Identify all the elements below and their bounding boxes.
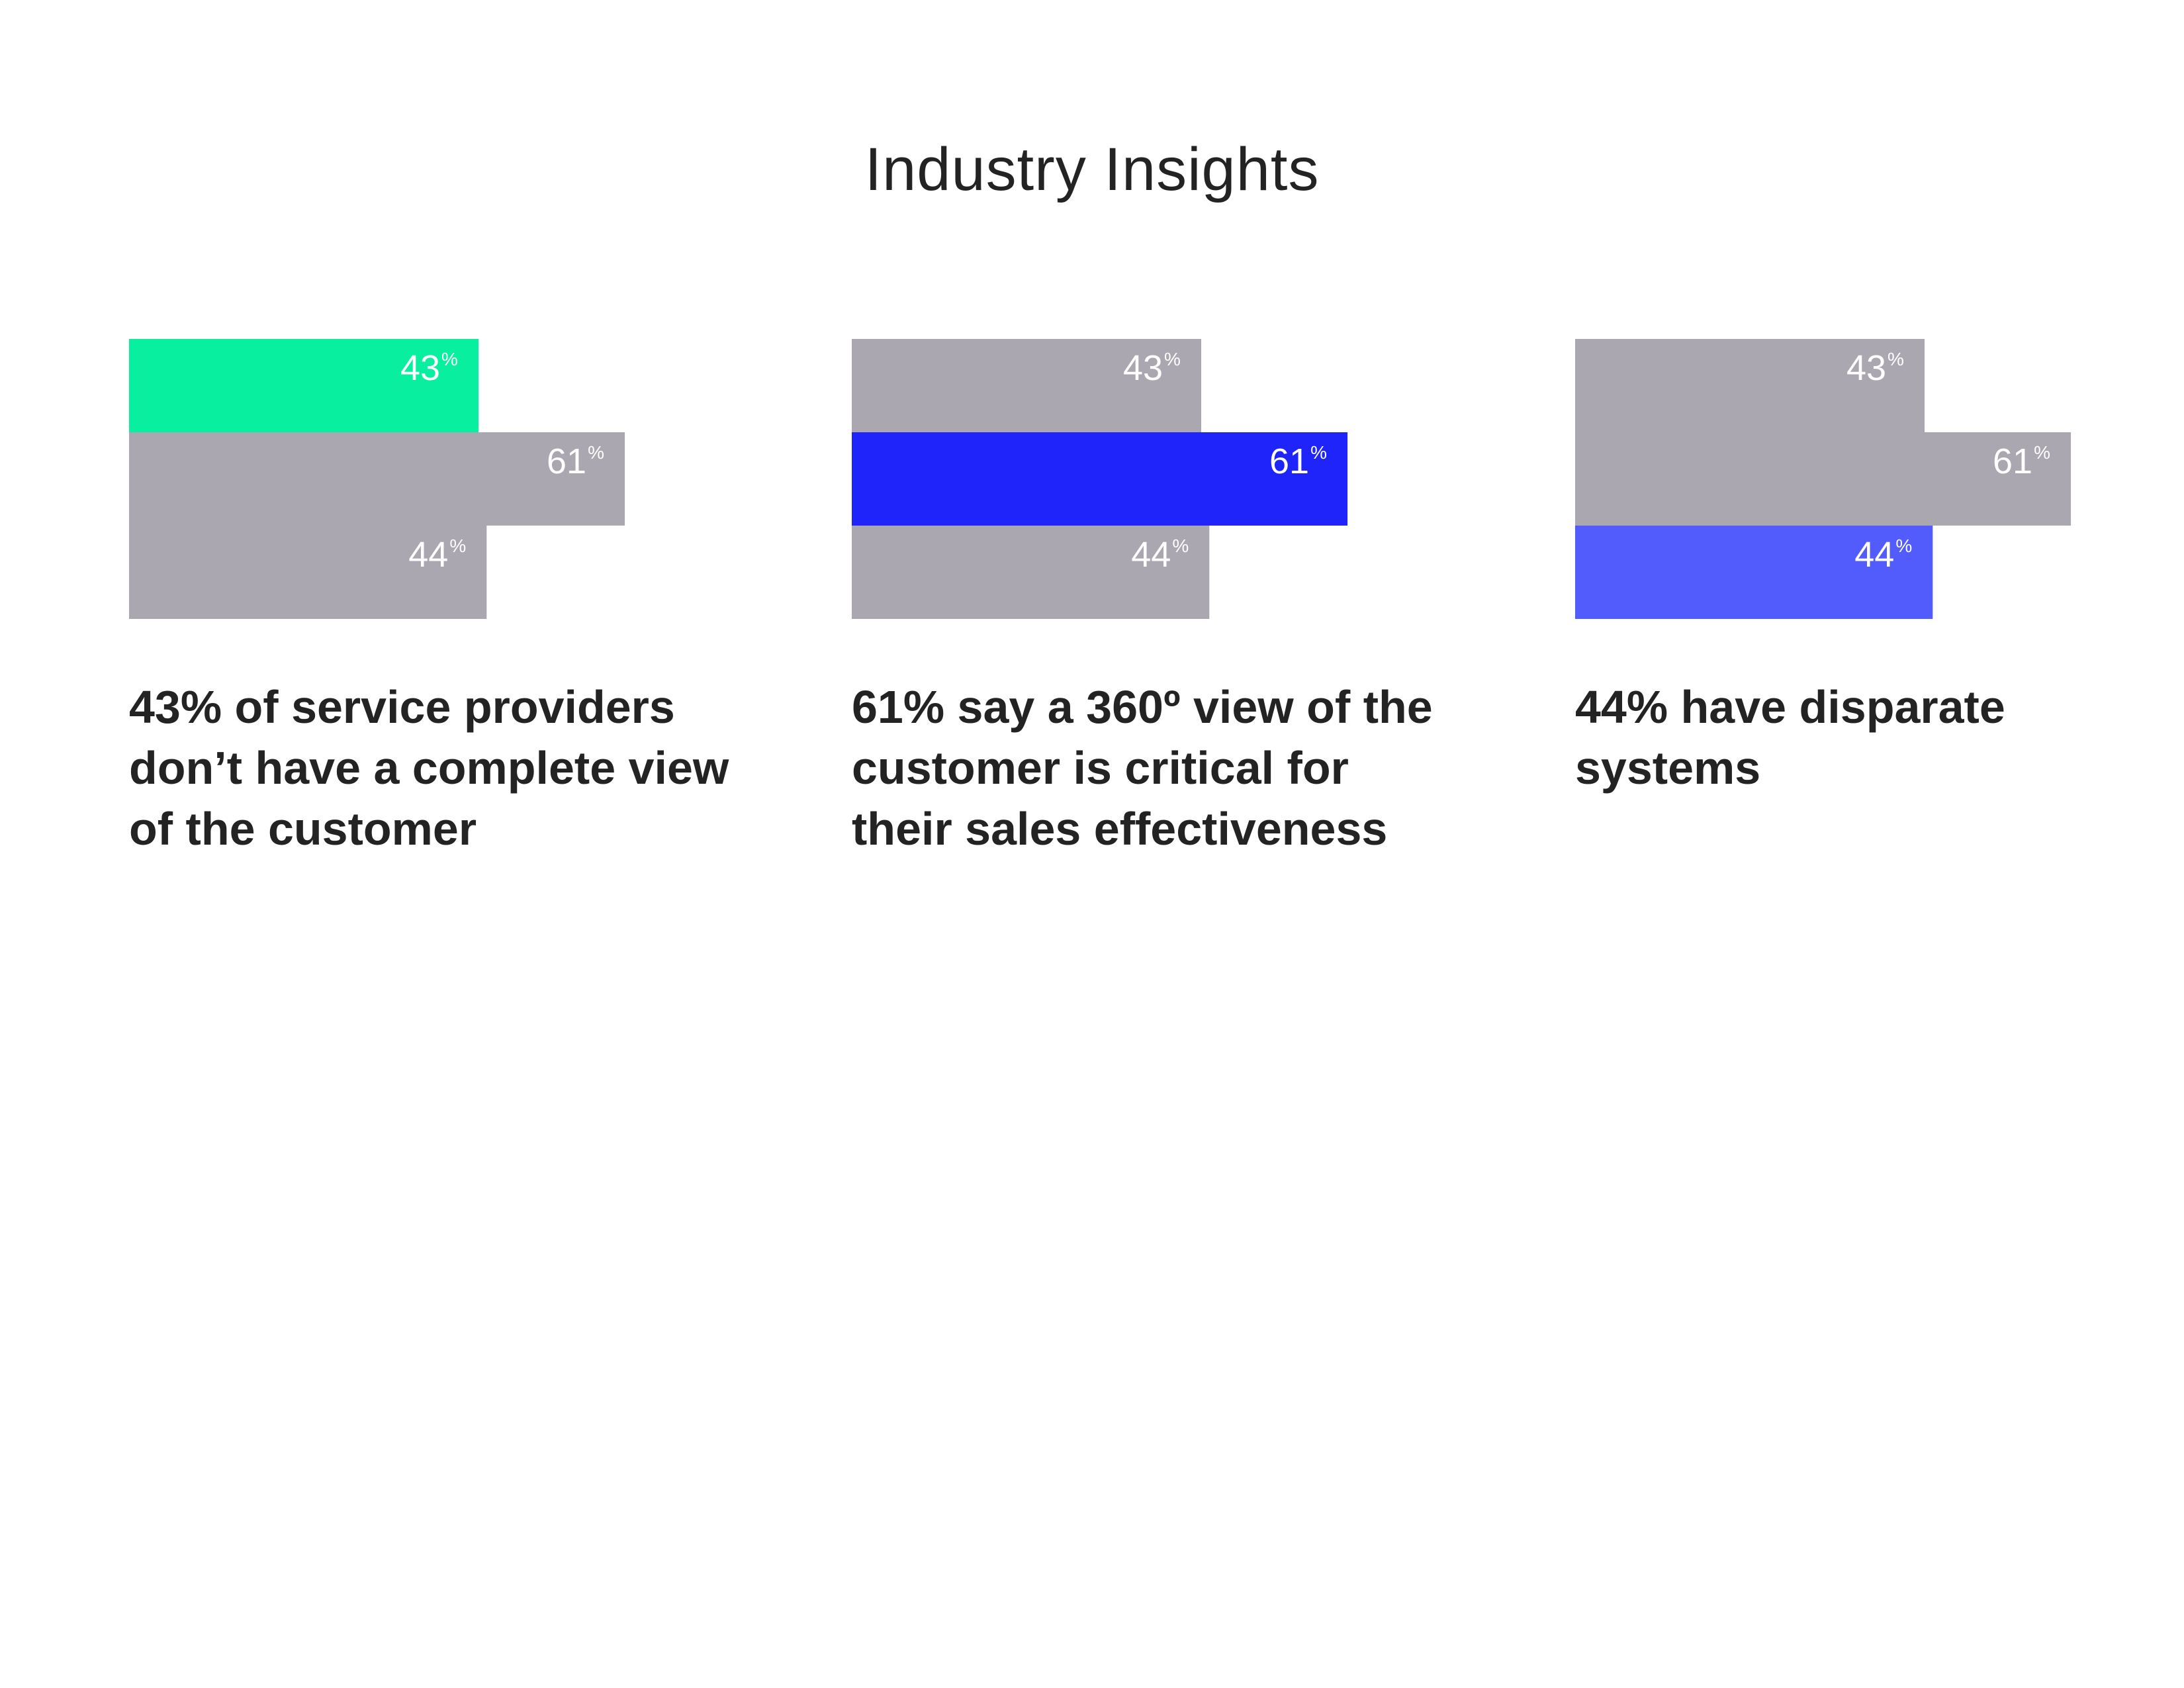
- insight-caption-3: 44% have disparate systems: [1575, 681, 2005, 794]
- bar-2: [852, 432, 1348, 526]
- bar-value-label-3: 44: [1854, 535, 1894, 575]
- bar-unit-label-3: %: [449, 536, 466, 556]
- bar-unit-label-3: %: [1172, 536, 1189, 556]
- insight-panel-3: 43% 61% 44% 44% have disparate systems: [1575, 339, 2184, 794]
- bar-value-label-3: 44: [408, 535, 448, 575]
- bar-value-label-1: 43: [1846, 348, 1886, 388]
- bar-value-label-1: 43: [400, 348, 440, 388]
- bar-2: [1575, 432, 2071, 526]
- bar-value-label-2: 61: [547, 442, 586, 481]
- bar-unit-label-2: %: [588, 442, 604, 463]
- bar-unit-label-1: %: [1888, 349, 1904, 369]
- insight-caption-1: 43% of service providers don’t have a co…: [129, 681, 729, 855]
- bar-2: [129, 432, 625, 526]
- bar-3: [129, 526, 487, 619]
- insight-panel-1: 43% 61% 44% 43% of service providers don’t…: [129, 339, 764, 855]
- bar-1: [852, 339, 1202, 432]
- bar-unit-label-1: %: [441, 349, 458, 369]
- bar-value-label-1: 43: [1123, 348, 1163, 388]
- bar-3: [1575, 526, 1933, 619]
- bar-chart-1: 43 %61 %44%: [129, 339, 625, 619]
- bar-1: [1575, 339, 1925, 432]
- bar-unit-label-2: %: [2034, 442, 2050, 463]
- bar-unit-label-1: %: [1164, 349, 1181, 369]
- bar-value-label-3: 44: [1131, 535, 1171, 575]
- insight-caption-2: 61% say a 360º view of the customer is c…: [852, 681, 1433, 855]
- bar-3: [852, 526, 1210, 619]
- bar-value-label-2: 61: [1269, 442, 1309, 481]
- bar-unit-label-2: %: [1310, 442, 1327, 463]
- bar-value-label-2: 61: [1993, 442, 2032, 481]
- bar-unit-label-3: %: [1895, 536, 1912, 556]
- bar-chart-2: 43 %61 %44%: [852, 339, 1348, 619]
- bar-1: [129, 339, 479, 432]
- bar-chart-3: 43 %61 %44%: [1575, 339, 2071, 619]
- insight-panel-2: 43% 61% 44% 61% say a 360º view of the cus…: [852, 339, 1487, 855]
- page-title: Industry Insights: [864, 136, 1320, 203]
